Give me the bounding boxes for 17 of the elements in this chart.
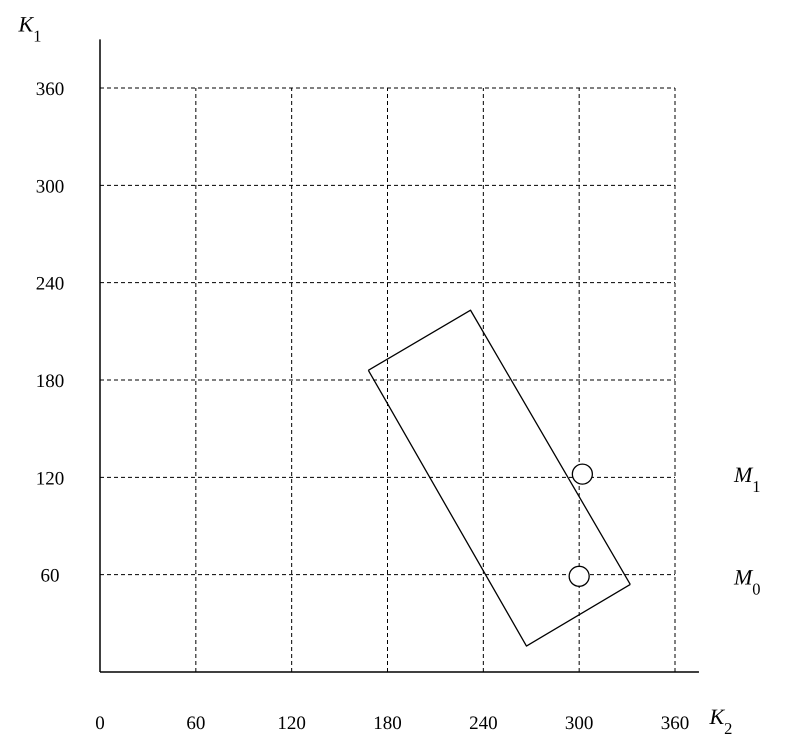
y-tick-label: 180 <box>36 371 64 392</box>
y-tick-label: 300 <box>36 176 64 198</box>
text: M$_{0}$ <box>732 564 761 598</box>
x-tick-label: 120 <box>277 713 306 734</box>
x-tick-label: 60 <box>186 713 206 734</box>
x-tick-label: 300 <box>564 713 594 734</box>
y-tick-label: 360 <box>36 79 64 100</box>
text: M$_{1}$ <box>732 462 761 496</box>
y-axis-title: K$_{1}$ <box>18 11 42 45</box>
x-tick-label: 240 <box>469 713 498 734</box>
x-tick-label: 180 <box>373 713 402 734</box>
y-tick-label: 60 <box>40 566 60 587</box>
y-tick-label: 240 <box>36 274 64 295</box>
x-tick-label: 360 <box>660 713 690 734</box>
x-axis-title: K$_{2}$ <box>708 704 732 738</box>
y-tick-label: 120 <box>36 468 64 490</box>
x-tick-label: 0 <box>95 713 105 734</box>
